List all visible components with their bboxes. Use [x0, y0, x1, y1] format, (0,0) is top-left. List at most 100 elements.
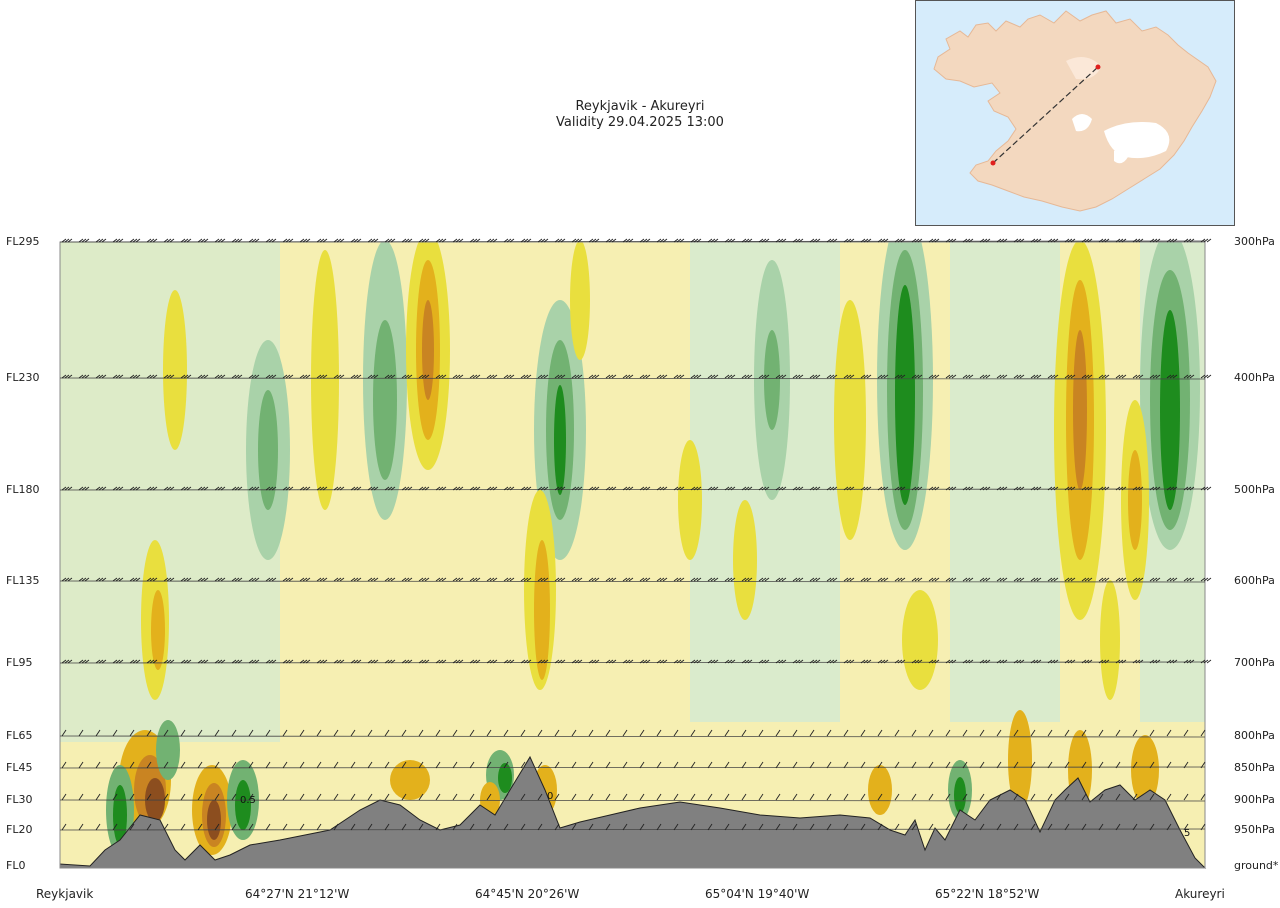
wind-barb: [928, 729, 934, 737]
wind-barb: [979, 374, 991, 379]
wind-barb: [163, 761, 169, 769]
wind-barb: [945, 659, 957, 664]
wind-barb: [843, 823, 849, 831]
wind-barb: [214, 761, 220, 769]
wind-barb: [843, 761, 849, 769]
wind-barb: [656, 761, 662, 769]
wind-barb: [180, 486, 192, 491]
iceland-map-icon: [933, 10, 1217, 212]
wind-barb: [877, 729, 883, 737]
wind-barb: [945, 238, 957, 243]
wind-barb: [962, 486, 974, 491]
wind-barb: [401, 761, 407, 769]
wind-barb: [282, 729, 288, 737]
wind-barb: [1081, 577, 1093, 582]
wind-barb: [775, 238, 787, 243]
wind-barb: [78, 823, 84, 831]
wind-barb: [690, 238, 702, 243]
wind-barb: [435, 659, 447, 664]
wind-barb: [78, 793, 84, 801]
wind-barb: [95, 793, 101, 801]
wind-barb: [775, 659, 787, 664]
wind-barb: [1183, 238, 1195, 243]
wind-barb: [1030, 577, 1042, 582]
wind-barb: [775, 793, 781, 801]
wind-barb: [1047, 761, 1053, 769]
wind-barb: [452, 659, 464, 664]
wind-barb: [741, 729, 747, 737]
flight-level-label: FL180: [6, 483, 40, 496]
wind-barb: [554, 823, 560, 831]
wind-barb: [622, 374, 634, 379]
wind-barb: [486, 729, 492, 737]
wind-barb: [690, 793, 696, 801]
wind-barb: [996, 823, 1002, 831]
flight-level-label: FL20: [6, 823, 33, 836]
wind-barb: [384, 374, 396, 379]
wind-barb: [1098, 486, 1110, 491]
wind-barb: [248, 238, 260, 243]
wind-barb: [979, 729, 985, 737]
wind-barb: [214, 238, 226, 243]
wind-barb: [146, 823, 152, 831]
wind-barb: [265, 486, 277, 491]
wind-barb: [231, 374, 243, 379]
wind-barb: [1081, 238, 1093, 243]
wind-barb: [95, 374, 107, 379]
wind-barb: [894, 238, 906, 243]
wind-barb: [996, 659, 1008, 664]
wind-barb: [554, 238, 566, 243]
wind-barb: [554, 374, 566, 379]
wind-barb: [1030, 374, 1042, 379]
wind-barb: [809, 238, 821, 243]
wind-barb: [860, 486, 872, 491]
wind-barb: [520, 486, 532, 491]
wind-barb: [350, 761, 356, 769]
wind-barb: [673, 486, 685, 491]
wind-barb: [673, 823, 679, 831]
wind-barb: [503, 823, 509, 831]
wind-barb: [605, 659, 617, 664]
wind-barb: [1098, 374, 1110, 379]
wind-barb: [384, 823, 390, 831]
wind-barb: [843, 729, 849, 737]
wind-barb: [197, 238, 209, 243]
wind-barb: [95, 577, 107, 582]
wind-barb: [180, 659, 192, 664]
wind-barb: [333, 793, 339, 801]
wind-barb: [112, 659, 124, 664]
wind-barb: [775, 823, 781, 831]
wind-barb: [673, 659, 685, 664]
wind-barb: [928, 238, 940, 243]
route-position-label: 65°22'N 18°52'W: [935, 887, 1040, 901]
wind-barb: [1115, 577, 1127, 582]
wind-barb: [282, 374, 294, 379]
wind-barb: [758, 729, 764, 737]
wind-barb: [809, 486, 821, 491]
wind-barb: [503, 238, 515, 243]
wind-barb: [367, 659, 379, 664]
wind-barb: [129, 729, 135, 737]
wind-barb: [724, 577, 736, 582]
wind-barb: [435, 486, 447, 491]
pressure-level-label: ground*: [1234, 859, 1279, 872]
wind-barb: [1013, 577, 1025, 582]
wind-barb: [860, 761, 866, 769]
wind-barb: [928, 374, 940, 379]
wind-barb: [1149, 761, 1155, 769]
wind-barb: [707, 238, 719, 243]
wind-barb: [707, 577, 719, 582]
wind-barb: [1098, 761, 1104, 769]
wind-barb: [146, 486, 158, 491]
wind-barb: [146, 793, 152, 801]
wind-barb: [962, 823, 968, 831]
wind-barb: [1183, 374, 1195, 379]
wind-barb: [452, 374, 464, 379]
wind-barb: [877, 823, 883, 831]
wind-barb: [724, 659, 736, 664]
wind-barb: [860, 577, 872, 582]
wind-barb: [945, 729, 951, 737]
wind-barb: [605, 238, 617, 243]
route-position-label: Reykjavik: [36, 887, 94, 901]
wind-barb: [146, 374, 158, 379]
